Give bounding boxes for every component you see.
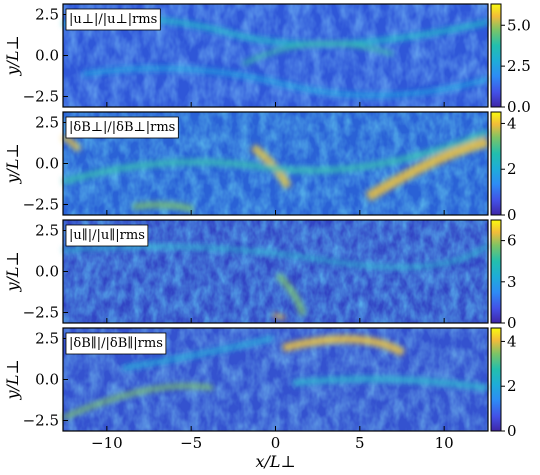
colorbar-gradient bbox=[490, 3, 502, 108]
heatmap-streak bbox=[275, 272, 306, 316]
heatmap-streak bbox=[62, 129, 490, 185]
panel-label: |u⊥|/|u⊥|rms bbox=[65, 8, 161, 31]
y-tick-label: −2.5 bbox=[23, 196, 59, 214]
colorbar-tick-label: 4 bbox=[507, 114, 517, 132]
heatmap-streak bbox=[61, 383, 214, 421]
heatmap-streak bbox=[132, 201, 194, 212]
heatmap-streak bbox=[61, 134, 82, 152]
y-tick-label: 2.5 bbox=[35, 113, 59, 131]
panel-label: |δB⊥|/|δB⊥|rms bbox=[65, 116, 179, 139]
x-tick-label: 5 bbox=[355, 434, 365, 452]
y-tick-label: 0.0 bbox=[35, 263, 59, 281]
panel-label-box bbox=[65, 332, 167, 355]
y-tick-label: −2.5 bbox=[23, 88, 59, 106]
panel-label-box bbox=[65, 8, 161, 31]
y-tick-label: 0.0 bbox=[35, 47, 59, 65]
heatmap-structures bbox=[61, 129, 490, 212]
colorbar-tick-label: 0 bbox=[507, 206, 517, 224]
colorbar: 0.0 2.5 5.0 bbox=[490, 3, 531, 116]
colorbar: 0 3 6 bbox=[490, 219, 517, 332]
y-axis-label: y/L⊥ bbox=[3, 143, 22, 184]
colorbar: 0 2 4 bbox=[490, 111, 517, 224]
panel-label-text: |u⊥|/|u⊥|rms bbox=[69, 12, 157, 27]
heatmap-streak bbox=[62, 243, 490, 270]
y-tick-label: 2.5 bbox=[35, 329, 59, 347]
colorbar-tick-label: 6 bbox=[507, 232, 517, 250]
y-axis-label: y/L⊥ bbox=[3, 251, 22, 292]
panel-label: |δB∥|/|δB∥|rms bbox=[65, 332, 167, 355]
heatmap-streak bbox=[292, 376, 489, 391]
heatmap-streak bbox=[282, 335, 406, 357]
colorbar-gradient bbox=[490, 219, 502, 324]
y-axis-label: y/L⊥ bbox=[3, 359, 22, 400]
heatmap-panel-2: −2.5 0.0 2.5 y/L⊥ |δB⊥|/|δB⊥|rms 0 2 4 bbox=[3, 111, 517, 224]
heatmap-structures bbox=[61, 335, 489, 421]
panel-label-text: |δB⊥|/|δB⊥|rms bbox=[69, 120, 175, 135]
y-tick-label: 2.5 bbox=[35, 221, 59, 239]
colorbar-tick-label: 2.5 bbox=[507, 57, 531, 75]
panel-label-text: |δB∥|/|δB∥|rms bbox=[69, 336, 163, 351]
x-axis-label: x/L⊥ bbox=[255, 452, 295, 471]
x-tick-label: 0 bbox=[271, 434, 281, 452]
heatmap-streak bbox=[365, 137, 490, 202]
colorbar-tick-label: 0 bbox=[507, 422, 517, 440]
colorbar-gradient bbox=[490, 327, 502, 432]
y-tick-label: 2.5 bbox=[35, 5, 59, 23]
heatmap-structures bbox=[62, 243, 490, 320]
panel-label-box bbox=[65, 116, 179, 139]
panel-label: |u∥|/|u∥|rms bbox=[65, 224, 149, 247]
colorbar-tick-label: 5.0 bbox=[507, 16, 531, 34]
y-axis-label: y/L⊥ bbox=[3, 35, 22, 76]
heatmap-streak bbox=[122, 335, 274, 371]
x-tick-label: −5 bbox=[180, 434, 202, 452]
y-tick-label: 0.0 bbox=[35, 371, 59, 389]
heatmap-streak bbox=[82, 66, 489, 98]
colorbar: 0 2 4 bbox=[490, 327, 517, 440]
y-tick-label: −2.5 bbox=[23, 412, 59, 430]
y-tick-label: 0.0 bbox=[35, 155, 59, 173]
x-tick-label: −10 bbox=[91, 434, 123, 452]
panel-label-text: |u∥|/|u∥|rms bbox=[69, 228, 145, 243]
y-tick-label: −2.5 bbox=[23, 304, 59, 322]
heatmap-streak bbox=[272, 313, 286, 320]
colorbar-tick-label: 4 bbox=[507, 332, 517, 350]
colorbar-gradient bbox=[490, 111, 502, 216]
heatmap-panel-4: −2.5 0.0 2.5 y/L⊥ −10 −5 0 5 10 x/L⊥ |δB∥|/|δB∥|rm… bbox=[3, 327, 517, 471]
colorbar-tick-label: 2 bbox=[507, 377, 517, 395]
colorbar-tick-label: 0 bbox=[507, 314, 517, 332]
x-tick-label: 10 bbox=[435, 434, 454, 452]
heatmap-panel-3: −2.5 0.0 2.5 y/L⊥ |u∥|/|u∥|rms 0 3 6 bbox=[3, 219, 517, 332]
heatmap-streak bbox=[242, 41, 394, 66]
heatmap-panel-1: −2.5 0.0 2.5 y/L⊥ |u⊥|/|u⊥|rms 0.0 2.5 5.0 bbox=[3, 3, 531, 116]
colorbar-tick-label: 2 bbox=[507, 160, 517, 178]
colorbar-tick-label: 3 bbox=[507, 273, 517, 291]
panel-label-box bbox=[65, 224, 149, 247]
colorbar-tick-label: 0.0 bbox=[507, 98, 531, 116]
